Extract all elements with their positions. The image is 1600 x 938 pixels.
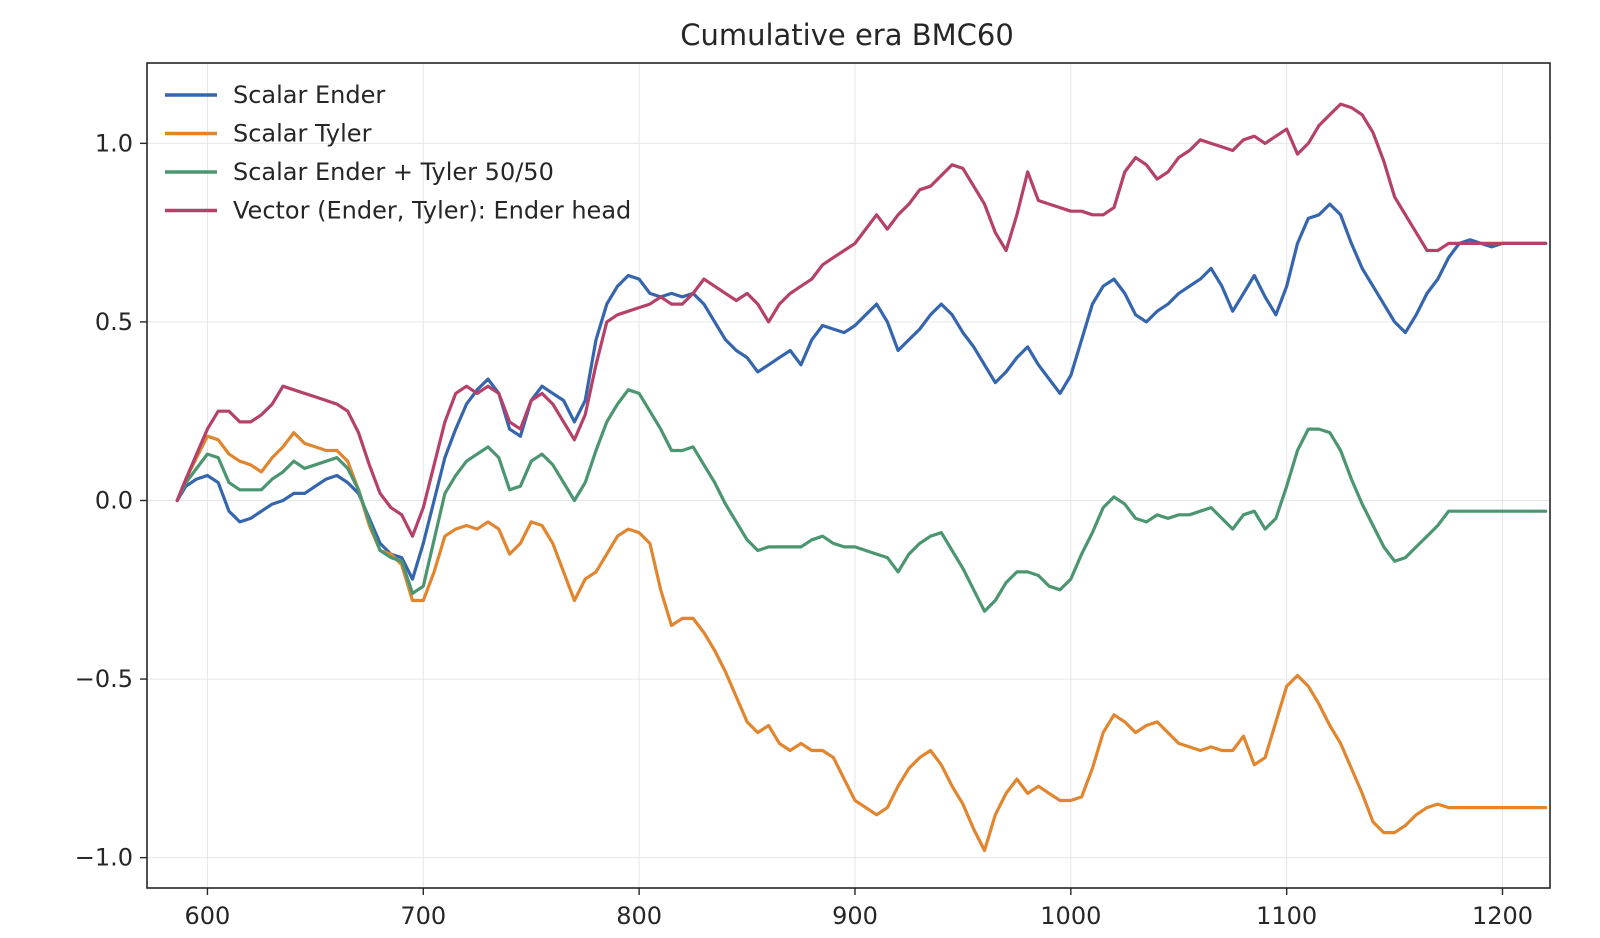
legend-label-2: Scalar Ender + Tyler 50/50 bbox=[233, 158, 554, 186]
series-line-3 bbox=[175, 102, 1548, 538]
legend-label-0: Scalar Ender bbox=[233, 81, 385, 109]
y-axis: 1.0 0.5 0.0 −0.5 −1.0 bbox=[75, 129, 147, 872]
y-tick-label: 1.0 bbox=[95, 129, 133, 157]
x-tick-label: 700 bbox=[400, 902, 446, 930]
x-tick-label: 800 bbox=[616, 902, 662, 930]
chart-title: Cumulative era BMC60 bbox=[680, 18, 1014, 52]
series-line-0 bbox=[175, 202, 1548, 581]
y-tick-label: −0.5 bbox=[75, 665, 133, 693]
x-tick-label: 1100 bbox=[1256, 902, 1317, 930]
x-tick-label: 600 bbox=[185, 902, 231, 930]
x-tick-label: 1000 bbox=[1040, 902, 1101, 930]
y-tick-label: −1.0 bbox=[75, 844, 133, 872]
x-tick-label: 1200 bbox=[1472, 902, 1533, 930]
plot-frame bbox=[146, 62, 1551, 889]
legend-label-3: Vector (Ender, Tyler): Ender head bbox=[233, 197, 631, 225]
legend: Scalar Ender Scalar Tyler Scalar Ender + T… bbox=[165, 81, 631, 225]
legend-label-1: Scalar Tyler bbox=[233, 120, 372, 148]
x-tick-label: 900 bbox=[832, 902, 878, 930]
y-tick-label: 0.0 bbox=[95, 487, 133, 515]
grid bbox=[147, 63, 1550, 888]
x-axis: 600 700 800 900 1000 1100 1200 bbox=[185, 888, 1533, 930]
y-tick-label: 0.5 bbox=[95, 308, 133, 336]
series-line-2 bbox=[175, 388, 1548, 613]
series-layer bbox=[175, 102, 1548, 853]
